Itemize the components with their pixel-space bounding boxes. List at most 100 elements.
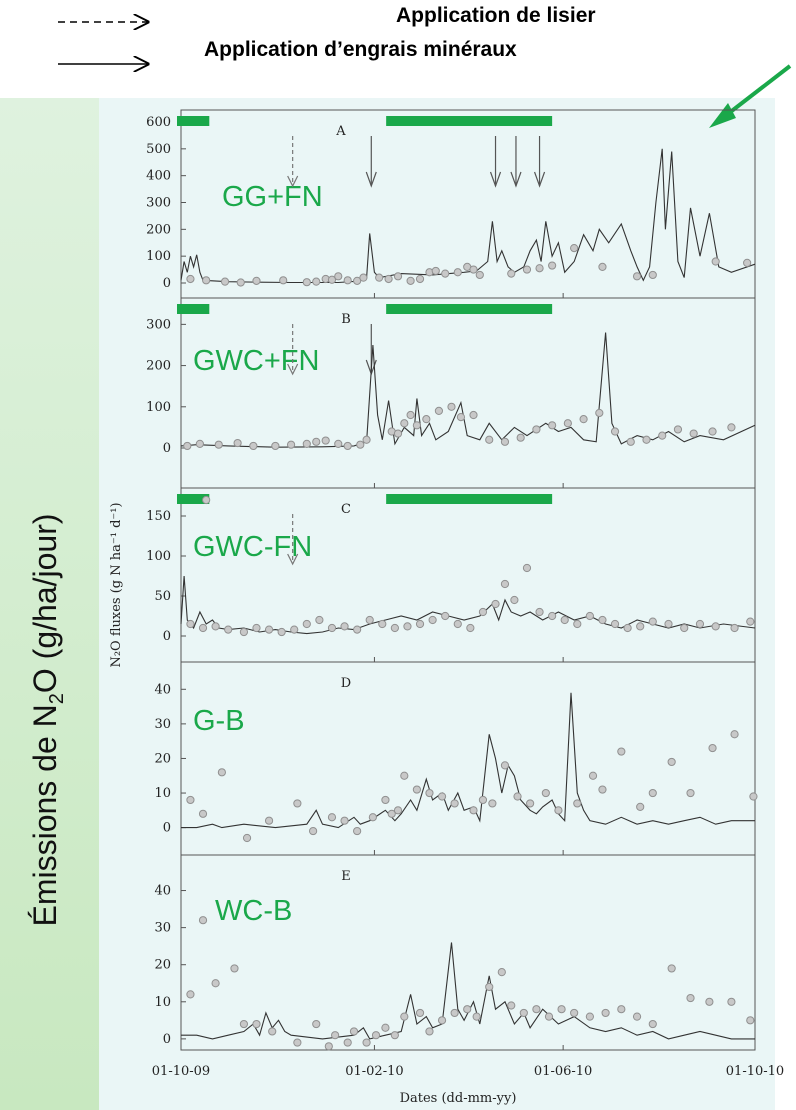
flux-data-point [711, 257, 720, 266]
flux-data-point [548, 421, 557, 430]
panel-frame [180, 854, 756, 1051]
flux-data-point [437, 792, 447, 801]
y-tick-label: 600 [146, 115, 171, 130]
flux-data-point [548, 611, 557, 621]
flux-data-point [375, 273, 384, 282]
flux-data-point [406, 276, 415, 285]
flux-data-point [362, 1038, 371, 1047]
flux-data-point [573, 619, 582, 629]
flux-data-point [749, 792, 758, 801]
flux-data-point [746, 617, 755, 626]
flux-data-point [268, 1027, 277, 1036]
flux-data-point [708, 427, 717, 436]
flux-data-point [573, 799, 582, 808]
flux-data-point [353, 826, 362, 836]
slurry-arrow-head [287, 553, 299, 566]
flux-data-point [497, 968, 506, 977]
flux-data-point [595, 408, 604, 418]
treatment-label: GWC-FN [193, 531, 312, 563]
panel-frame [180, 487, 756, 663]
flux-data-point [343, 1038, 352, 1047]
flux-data-point [485, 435, 494, 444]
flux-data-point [264, 816, 274, 825]
flux-data-point [522, 265, 532, 274]
treatment-label: GG+FN [222, 181, 323, 213]
flux-data-point [334, 439, 343, 448]
flux-data-point [186, 619, 195, 629]
flux-data-point [412, 785, 421, 794]
flux-data-point [667, 964, 676, 973]
green-period-bar [177, 304, 210, 314]
flux-data-point [548, 261, 557, 270]
slurry-arrow-head [287, 363, 299, 376]
flux-data-point [384, 274, 393, 284]
green-period-bar [177, 494, 210, 504]
flux-data-point [343, 441, 352, 451]
flux-data-point [390, 1031, 399, 1040]
flux-data-point [507, 1001, 516, 1010]
flux-data-point [340, 622, 349, 631]
flux-data-point [312, 1019, 321, 1029]
flux-data-point [214, 440, 223, 449]
y-tick-label: 10 [154, 995, 171, 1010]
flux-data-point [277, 627, 286, 637]
flux-data-point [686, 993, 695, 1003]
flux-data-point [636, 802, 645, 811]
flux-data-point [233, 438, 242, 448]
flux-data-point [202, 495, 211, 505]
flux-data-point [610, 427, 620, 436]
flux-data-point [478, 607, 488, 617]
flux-data-point [601, 1008, 610, 1018]
y-tick-label: 40 [154, 682, 171, 697]
panel-letter: A [335, 124, 346, 139]
panel-d: 0 10 20 30 40 D G-B [154, 661, 758, 856]
panel-frame [180, 661, 756, 856]
flux-line-series [181, 942, 755, 1040]
flux-data-point [393, 272, 403, 281]
flux-data-point [453, 268, 462, 277]
fertilizer-arrow-head [489, 171, 502, 188]
flux-data-point [450, 799, 459, 808]
flux-data-point [463, 1005, 472, 1014]
flux-data-point [415, 274, 425, 284]
flux-data-point [648, 270, 657, 280]
flux-data-point [469, 806, 478, 815]
flux-data-point [441, 269, 450, 278]
y-tick-label: 0 [163, 276, 171, 291]
flux-data-point [475, 270, 484, 280]
flux-data-point [680, 623, 689, 633]
panel-a: 0 100 200 300 400 500 600 A GG+FN [146, 109, 756, 299]
flux-data-point [371, 1031, 381, 1040]
flux-line-series [180, 148, 756, 284]
flux-data-point [441, 611, 450, 621]
flux-data-point [400, 771, 409, 780]
flux-data-point [507, 269, 516, 278]
flux-data-point [510, 595, 519, 605]
flux-data-point [705, 997, 714, 1006]
flux-data-point [727, 423, 736, 432]
flux-data-point [535, 264, 544, 273]
y-tick-label: 0 [163, 629, 171, 644]
flux-data-point [632, 1012, 642, 1021]
flux-data-point [353, 276, 362, 285]
y-tick-label: 300 [146, 317, 171, 332]
y-axis-title-small: N₂O fluxes (g N ha⁻¹ d⁻¹) [109, 502, 124, 667]
flux-data-point [217, 768, 226, 777]
flux-data-point [293, 799, 302, 808]
y-tick-label: 300 [146, 196, 171, 211]
flux-data-point [478, 795, 488, 805]
flux-data-point [353, 625, 362, 634]
flux-data-point [513, 792, 522, 801]
flux-data-point [570, 244, 579, 253]
flux-data-point [648, 788, 657, 798]
slurry-arrow-head [287, 175, 299, 188]
flux-data-point [211, 622, 220, 631]
flux-data-point [579, 415, 588, 424]
panel-letter: D [341, 676, 351, 691]
green-period-bar [386, 116, 446, 126]
flux-data-point [469, 410, 478, 420]
x-tick-label: 01-02-10 [345, 1064, 403, 1079]
flux-data-point [673, 425, 683, 434]
flux-data-point [532, 1005, 541, 1014]
fertilizer-arrow-head [533, 171, 546, 188]
